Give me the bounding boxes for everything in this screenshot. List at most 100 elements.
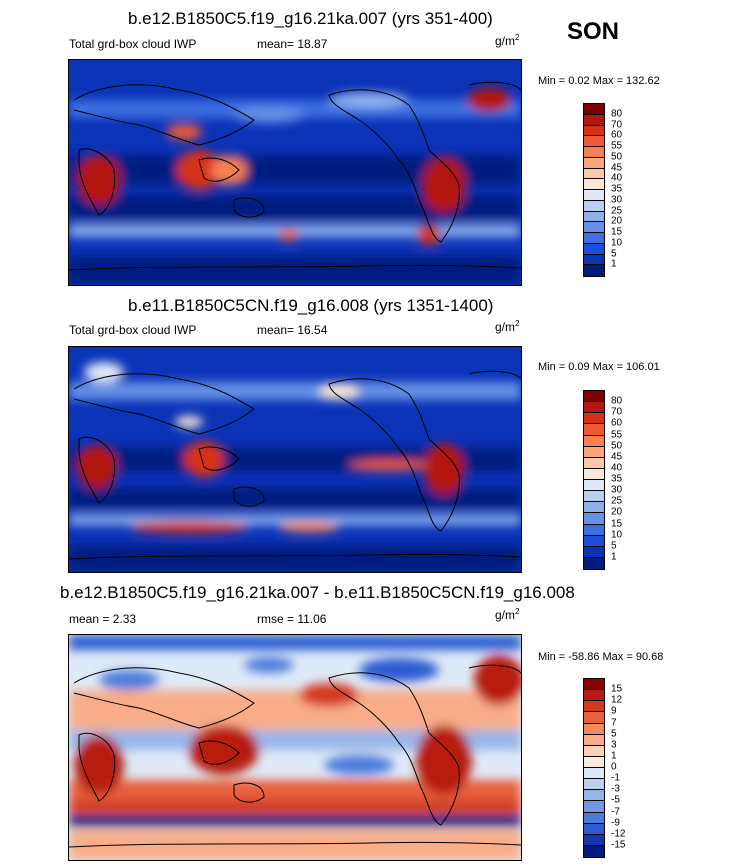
colorbar-tick-label: 3 <box>611 739 617 751</box>
colorbar-tick-label: 1 <box>611 551 617 563</box>
colorbar-swatch <box>584 679 604 691</box>
map-field <box>69 347 521 572</box>
min-max-text: Min = 0.02 Max = 132.62 <box>538 75 660 87</box>
panel-title: b.e11.B1850C5CN.f19_g16.008 (yrs 1351-14… <box>128 296 494 315</box>
colorbar <box>583 103 605 277</box>
colorbar-swatch <box>584 190 604 201</box>
colorbar-tick-label: 40 <box>611 172 623 184</box>
colorbar-swatch <box>584 557 604 569</box>
colorbar-tick-label: 70 <box>611 119 623 130</box>
colorbar-swatch <box>584 446 604 458</box>
map-field <box>69 60 521 285</box>
colorbar-tick-label: 35 <box>611 183 623 195</box>
colorbar-swatch <box>584 801 604 813</box>
colorbar-tick-label: -12 <box>611 828 626 840</box>
colorbar-tick-label: 7 <box>611 717 617 728</box>
colorbar-tick-label: 30 <box>611 194 623 206</box>
mean-value: mean= 18.87 <box>257 37 328 51</box>
panel-title: b.e12.B1850C5.f19_g16.21ka.007 (yrs 351-… <box>128 9 493 28</box>
colorbar-tick-label: -9 <box>611 817 620 829</box>
map-plot <box>68 346 522 573</box>
units-label: g/m2 <box>495 607 520 622</box>
colorbar-swatch <box>584 845 604 857</box>
min-max-text: Min = 0.09 Max = 106.01 <box>538 361 660 373</box>
variable-label: Total grd-box cloud IWP <box>69 37 197 51</box>
colorbar-swatch <box>584 157 604 169</box>
colorbar-swatch <box>584 435 604 447</box>
colorbar-swatch <box>584 243 604 255</box>
colorbar-swatch <box>584 254 604 266</box>
colorbar-swatch <box>584 779 604 791</box>
colorbar-swatch <box>584 200 604 212</box>
mean-value: mean= 16.54 <box>257 323 328 337</box>
colorbar-tick-label: 9 <box>611 705 617 717</box>
colorbar-tick-label: 1 <box>611 258 617 270</box>
units-label: g/m2 <box>495 33 520 48</box>
colorbar-swatches <box>584 679 604 857</box>
colorbar-swatch <box>584 222 604 233</box>
colorbar-tick-label: 60 <box>611 417 623 429</box>
colorbar-swatch <box>584 233 604 244</box>
colorbar-tick-label: 20 <box>611 506 623 518</box>
colorbar-swatch <box>584 424 604 436</box>
colorbar-swatch <box>584 457 604 469</box>
colorbar-tick-label: 55 <box>611 429 623 440</box>
colorbar-swatches <box>584 104 604 276</box>
colorbar <box>583 390 605 570</box>
colorbar-swatch <box>584 104 604 115</box>
colorbar-tick-label: -7 <box>611 806 620 817</box>
colorbar-swatch <box>584 391 604 403</box>
colorbar-tick-label: 5 <box>611 540 617 552</box>
units-label: g/m2 <box>495 319 520 334</box>
colorbar-swatch <box>584 745 604 757</box>
colorbar-swatch <box>584 491 604 503</box>
colorbar-tick-label: 80 <box>611 108 623 120</box>
colorbar-tick-label: 10 <box>611 237 623 249</box>
colorbar-swatch <box>584 723 604 735</box>
min-max-text: Min = -58.86 Max = 90.68 <box>538 651 664 663</box>
colorbar-tick-label: 12 <box>611 694 623 706</box>
colorbar-tick-label: 5 <box>611 728 617 740</box>
variable-label: Total grd-box cloud IWP <box>69 323 197 337</box>
colorbar-swatch <box>584 147 604 158</box>
colorbar <box>583 678 605 858</box>
colorbar-swatch <box>584 812 604 824</box>
colorbar-swatch <box>584 114 604 126</box>
colorbar-tick-label: 60 <box>611 129 623 141</box>
colorbar-tick-label: 1 <box>611 750 617 762</box>
colorbar-tick-label: 35 <box>611 473 623 485</box>
colorbar-swatch <box>584 546 604 558</box>
colorbar-swatch <box>584 823 604 835</box>
colorbar-tick-label: 55 <box>611 140 623 152</box>
map-plot <box>68 59 522 286</box>
colorbar-swatch <box>584 265 604 276</box>
colorbar-swatch <box>584 468 604 480</box>
colorbar-tick-label: 5 <box>611 248 617 259</box>
colorbar-swatch <box>584 734 604 746</box>
colorbar-swatch <box>584 413 604 425</box>
colorbar-tick-label: 25 <box>611 495 623 507</box>
colorbar-swatch <box>584 834 604 846</box>
colorbar-tick-label: 50 <box>611 151 623 163</box>
colorbar-tick-label: 10 <box>611 529 623 541</box>
colorbar-swatch <box>584 513 604 525</box>
colorbar-tick-label: 30 <box>611 484 623 496</box>
colorbar-swatch <box>584 136 604 147</box>
colorbar-swatch <box>584 535 604 547</box>
colorbar-tick-label: 15 <box>611 518 623 529</box>
colorbar-tick-label: -5 <box>611 794 620 806</box>
colorbar-tick-label: -15 <box>611 839 626 851</box>
colorbar-swatch <box>584 790 604 802</box>
colorbar-swatch <box>584 402 604 414</box>
colorbar-tick-label: 80 <box>611 395 623 407</box>
panel-title: b.e12.B1850C5.f19_g16.21ka.007 - b.e11.B… <box>60 583 575 602</box>
colorbar-swatch <box>584 524 604 536</box>
colorbar-swatch <box>584 701 604 713</box>
colorbar-tick-label: 20 <box>611 215 623 227</box>
map-field <box>69 635 521 860</box>
colorbar-tick-label: 25 <box>611 205 623 216</box>
colorbar-tick-label: -1 <box>611 772 620 784</box>
colorbar-swatch <box>584 179 604 190</box>
colorbar-tick-label: 15 <box>611 683 623 695</box>
colorbar-swatches <box>584 391 604 569</box>
